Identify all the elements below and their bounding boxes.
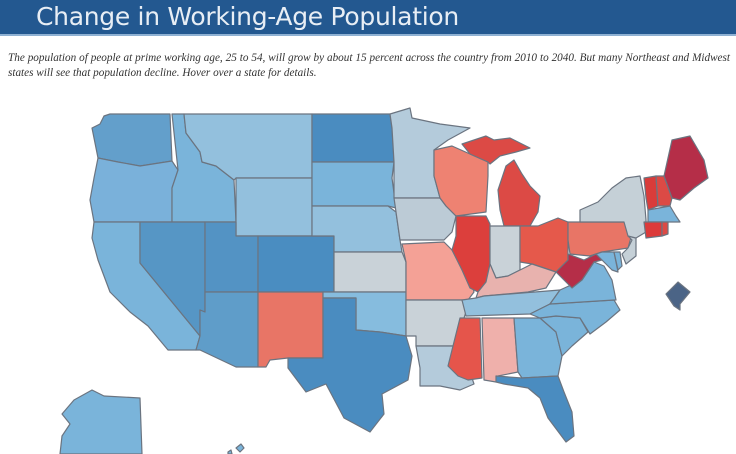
state-SD[interactable]	[311, 161, 397, 209]
state-NJ[interactable]	[621, 235, 637, 265]
state-KY[interactable]	[475, 263, 557, 299]
state-NY[interactable]	[579, 175, 647, 239]
state-CO[interactable]	[257, 235, 335, 293]
state-IN[interactable]	[489, 225, 521, 279]
state-AL[interactable]	[481, 317, 519, 383]
state-HI[interactable]	[227, 443, 245, 454]
state-WY[interactable]	[235, 177, 313, 237]
state-RI[interactable]	[661, 221, 669, 237]
page-title: Change in Working-Age Population	[36, 2, 459, 31]
state-DC[interactable]	[665, 281, 691, 311]
state-WA[interactable]	[91, 113, 173, 167]
state-WI[interactable]	[433, 145, 489, 217]
state-FL[interactable]	[495, 375, 575, 443]
state-DE[interactable]	[613, 251, 623, 271]
state-PA[interactable]	[567, 221, 633, 257]
intro-text: The population of people at prime workin…	[8, 52, 730, 79]
state-NH[interactable]	[655, 175, 673, 207]
state-VT[interactable]	[643, 175, 659, 211]
state-ME[interactable]	[663, 135, 709, 201]
state-OH[interactable]	[519, 217, 569, 273]
state-MI[interactable]	[461, 135, 541, 227]
state-ND[interactable]	[311, 113, 395, 163]
state-AK[interactable]	[59, 389, 143, 454]
state-AZ[interactable]	[195, 291, 259, 368]
state-CT[interactable]	[643, 221, 663, 239]
state-KS[interactable]	[333, 251, 407, 293]
state-VA[interactable]	[549, 261, 617, 305]
title-bar: Change in Working-Age Population	[0, 0, 736, 36]
state-TX[interactable]	[287, 297, 413, 433]
state-MS[interactable]	[447, 317, 483, 381]
state-OR[interactable]	[89, 157, 179, 223]
state-MD[interactable]	[589, 251, 619, 273]
state-NM[interactable]	[257, 291, 324, 368]
